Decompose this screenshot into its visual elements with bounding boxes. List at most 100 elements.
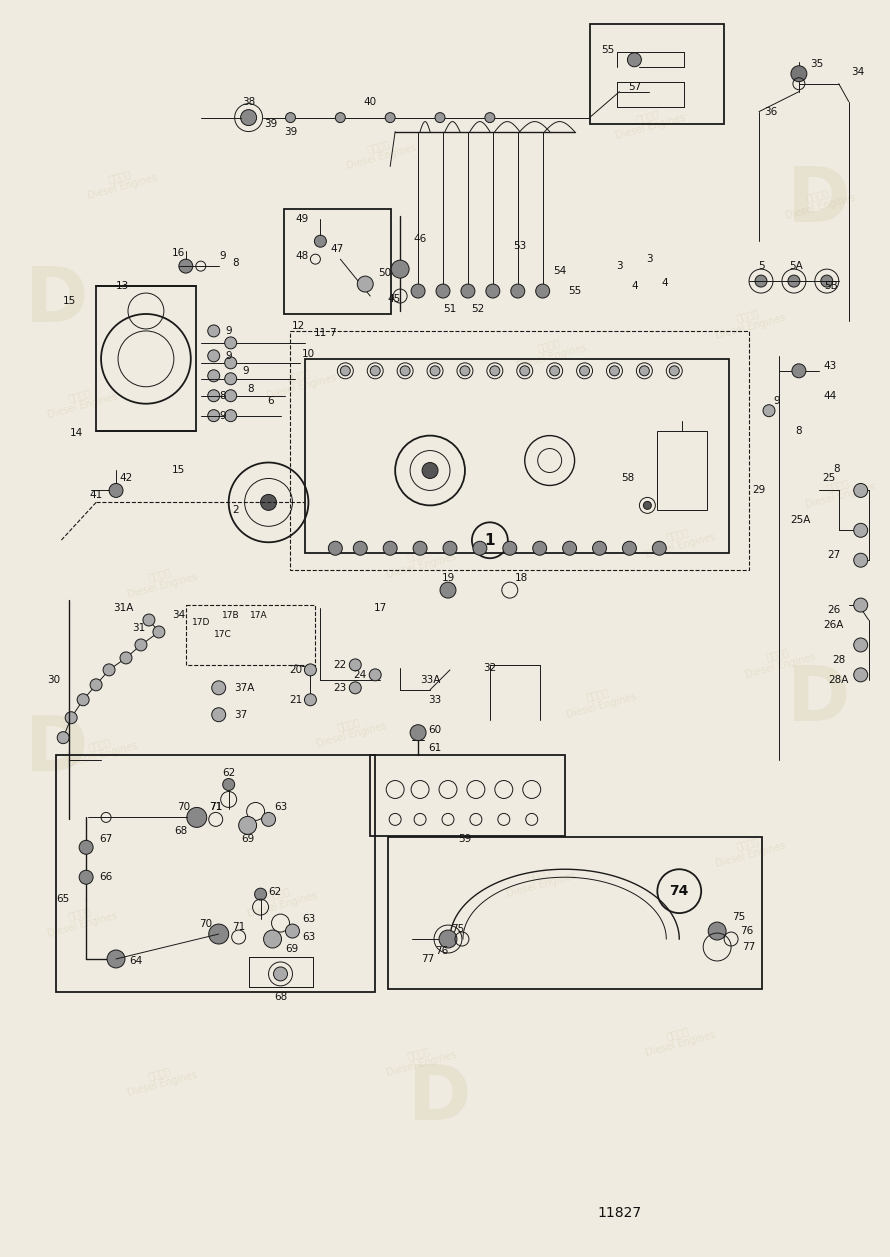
Text: 71: 71 bbox=[209, 802, 222, 812]
Text: 46: 46 bbox=[414, 234, 426, 244]
Text: 18: 18 bbox=[515, 573, 529, 583]
Circle shape bbox=[143, 615, 155, 626]
Text: 柴发动力
Diesel Engines: 柴发动力 Diesel Engines bbox=[243, 880, 318, 919]
Text: 柴发动力
Diesel Engines: 柴发动力 Diesel Engines bbox=[84, 162, 158, 201]
Circle shape bbox=[207, 326, 220, 337]
Text: 77: 77 bbox=[422, 954, 434, 964]
Text: 68: 68 bbox=[274, 992, 287, 1002]
Circle shape bbox=[821, 275, 833, 287]
Text: 26A: 26A bbox=[823, 620, 844, 630]
Circle shape bbox=[262, 812, 276, 826]
Text: 柴发动力
Diesel Engines: 柴发动力 Diesel Engines bbox=[512, 331, 587, 371]
Text: 17D: 17D bbox=[191, 617, 210, 626]
Circle shape bbox=[224, 390, 237, 402]
Circle shape bbox=[273, 967, 287, 980]
Circle shape bbox=[239, 816, 256, 835]
Text: 22: 22 bbox=[334, 660, 347, 670]
Circle shape bbox=[410, 725, 426, 740]
Text: 34: 34 bbox=[172, 610, 185, 620]
Circle shape bbox=[153, 626, 165, 639]
Circle shape bbox=[109, 484, 123, 498]
Text: 55: 55 bbox=[601, 45, 614, 55]
Text: 47: 47 bbox=[330, 244, 344, 254]
Text: 68: 68 bbox=[174, 826, 188, 836]
Text: 31: 31 bbox=[133, 623, 146, 634]
Text: 3: 3 bbox=[616, 261, 623, 272]
Text: 75: 75 bbox=[732, 913, 746, 923]
Text: 39: 39 bbox=[284, 127, 297, 137]
Text: 6: 6 bbox=[267, 396, 274, 406]
Text: 柴发动力
Diesel Engines: 柴发动力 Diesel Engines bbox=[383, 1038, 457, 1079]
Circle shape bbox=[490, 366, 500, 376]
Text: 70: 70 bbox=[177, 802, 190, 812]
Circle shape bbox=[353, 542, 368, 556]
Circle shape bbox=[639, 366, 650, 376]
Text: 60: 60 bbox=[428, 725, 441, 734]
Circle shape bbox=[400, 366, 410, 376]
Text: 柴发动力
Diesel Engines: 柴发动力 Diesel Engines bbox=[44, 899, 118, 939]
Text: 69: 69 bbox=[241, 835, 255, 845]
Text: 44: 44 bbox=[824, 391, 837, 401]
Circle shape bbox=[411, 284, 425, 298]
Text: 柴发动力
Diesel Engines: 柴发动力 Diesel Engines bbox=[44, 381, 118, 420]
Text: 21: 21 bbox=[289, 695, 302, 705]
Text: 70: 70 bbox=[199, 919, 213, 929]
Text: 5B: 5B bbox=[824, 282, 837, 292]
Circle shape bbox=[79, 870, 93, 884]
Text: 8: 8 bbox=[796, 426, 802, 436]
Circle shape bbox=[461, 284, 475, 298]
Text: 4: 4 bbox=[631, 282, 638, 292]
Circle shape bbox=[473, 542, 487, 556]
Text: 52: 52 bbox=[472, 304, 484, 314]
Text: 16: 16 bbox=[172, 248, 185, 258]
Text: 37A: 37A bbox=[234, 683, 254, 693]
Circle shape bbox=[422, 463, 438, 479]
Text: 柴发动力
Diesel Engines: 柴发动力 Diesel Engines bbox=[502, 860, 578, 899]
Text: 9: 9 bbox=[219, 251, 226, 261]
Text: 76: 76 bbox=[435, 947, 449, 957]
Text: 8: 8 bbox=[247, 383, 254, 393]
Text: 柴发动力
Diesel Engines: 柴发动力 Diesel Engines bbox=[741, 640, 816, 680]
Circle shape bbox=[57, 732, 69, 744]
Circle shape bbox=[286, 924, 299, 938]
Text: 36: 36 bbox=[764, 107, 777, 117]
Circle shape bbox=[340, 366, 351, 376]
Circle shape bbox=[435, 113, 445, 123]
Circle shape bbox=[593, 542, 606, 556]
Circle shape bbox=[328, 542, 343, 556]
Text: 12: 12 bbox=[292, 321, 305, 331]
Text: 55: 55 bbox=[568, 287, 581, 297]
Text: 74: 74 bbox=[669, 884, 689, 899]
Text: 27: 27 bbox=[827, 551, 840, 561]
Text: 28A: 28A bbox=[829, 675, 849, 685]
Text: 柴发动力
Diesel Engines: 柴发动力 Diesel Engines bbox=[383, 541, 457, 579]
Text: 19: 19 bbox=[441, 573, 455, 583]
Text: 柴发动力
Diesel Engines: 柴发动力 Diesel Engines bbox=[63, 730, 139, 769]
Text: 5A: 5A bbox=[789, 261, 803, 272]
Circle shape bbox=[503, 542, 517, 556]
Circle shape bbox=[77, 694, 89, 705]
Circle shape bbox=[370, 366, 380, 376]
Circle shape bbox=[622, 542, 636, 556]
Text: 28: 28 bbox=[832, 655, 846, 665]
Circle shape bbox=[79, 841, 93, 855]
Circle shape bbox=[579, 366, 589, 376]
Circle shape bbox=[304, 694, 317, 705]
Text: 63: 63 bbox=[303, 931, 316, 941]
Text: 49: 49 bbox=[295, 214, 309, 224]
Text: 8: 8 bbox=[219, 391, 226, 401]
Circle shape bbox=[314, 235, 327, 248]
Circle shape bbox=[90, 679, 102, 691]
Circle shape bbox=[643, 502, 651, 509]
Text: 39: 39 bbox=[264, 118, 277, 128]
Text: 50: 50 bbox=[378, 268, 392, 278]
Text: 24: 24 bbox=[353, 670, 367, 680]
Text: 29: 29 bbox=[752, 485, 765, 495]
Text: 38: 38 bbox=[242, 97, 255, 107]
Text: 8: 8 bbox=[232, 258, 239, 268]
Text: 13: 13 bbox=[116, 282, 129, 292]
Text: 10: 10 bbox=[302, 349, 315, 358]
Circle shape bbox=[392, 260, 409, 278]
Text: 41: 41 bbox=[90, 490, 102, 500]
Text: 62: 62 bbox=[222, 768, 235, 778]
